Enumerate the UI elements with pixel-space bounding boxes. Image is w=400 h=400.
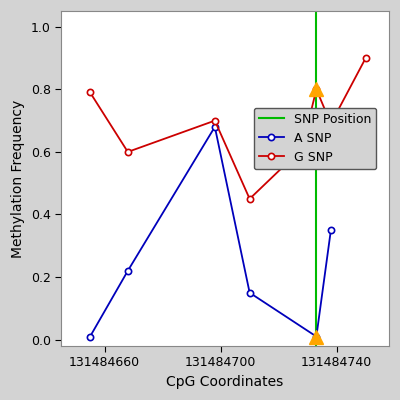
A SNP xyxy=(247,290,252,295)
Y-axis label: Methylation Frequency: Methylation Frequency xyxy=(11,99,25,258)
G SNP xyxy=(212,118,217,123)
G SNP xyxy=(363,56,368,60)
Legend: SNP Position, A SNP, G SNP: SNP Position, A SNP, G SNP xyxy=(254,108,376,169)
G SNP xyxy=(247,196,252,201)
A SNP xyxy=(126,268,130,273)
X-axis label: CpG Coordinates: CpG Coordinates xyxy=(166,375,284,389)
A SNP xyxy=(88,334,92,339)
A SNP xyxy=(314,334,319,339)
A SNP xyxy=(328,228,333,232)
G SNP xyxy=(300,146,304,151)
Line: G SNP: G SNP xyxy=(87,55,369,202)
Line: A SNP: A SNP xyxy=(87,124,334,340)
G SNP xyxy=(328,121,333,126)
G SNP xyxy=(314,87,319,92)
G SNP xyxy=(88,90,92,95)
A SNP xyxy=(212,124,217,129)
G SNP xyxy=(126,150,130,154)
